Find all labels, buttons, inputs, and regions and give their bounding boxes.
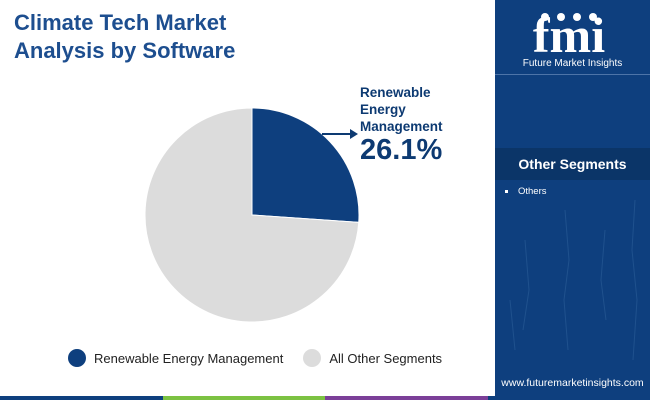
callout-arrow-icon bbox=[350, 129, 358, 139]
callout-label: Renewable Energy Management bbox=[360, 85, 443, 134]
sidebar-panel: fmi Future Market Insights Other Segment… bbox=[495, 0, 650, 400]
footer-color-bar bbox=[0, 396, 650, 400]
heading-bar bbox=[495, 148, 650, 180]
pie-chart bbox=[144, 107, 360, 323]
legend-swatch bbox=[68, 349, 86, 367]
fmi-logo: fmi bbox=[533, 10, 605, 58]
legend-label: All Other Segments bbox=[329, 350, 443, 366]
segment-list: Others bbox=[505, 186, 547, 197]
bullet-icon bbox=[505, 190, 508, 193]
footer-bar-segment bbox=[325, 396, 488, 400]
list-item: Others bbox=[505, 186, 547, 197]
footer-bar-segment bbox=[487, 396, 650, 400]
footer-bar-segment bbox=[162, 396, 325, 400]
divider bbox=[495, 74, 650, 75]
legend-swatch bbox=[303, 349, 322, 367]
panel-texture bbox=[509, 199, 638, 361]
pie-slice-renewable-energy-management bbox=[251, 107, 360, 223]
list-item-label: Others bbox=[518, 186, 547, 197]
pie-slice-all-other-segments bbox=[144, 107, 360, 323]
legend-item-renewable-energy-management: Renewable Energy Management bbox=[68, 349, 283, 367]
legend-label: Renewable Energy Management bbox=[94, 350, 284, 366]
legend: Renewable Energy Management All Other Se… bbox=[68, 346, 462, 370]
legend-item-all-other-segments: All Other Segments bbox=[303, 349, 442, 367]
website-url: www.futuremarketinsights.com bbox=[501, 377, 644, 389]
logo-subtitle: Future Market Insights bbox=[522, 58, 623, 69]
chart-title: Climate Tech Market Analysis by Software bbox=[14, 10, 236, 63]
footer-bar-segment bbox=[0, 396, 163, 400]
callout-value: 26.1% bbox=[360, 134, 443, 166]
other-segments-heading: Other Segments bbox=[518, 156, 627, 172]
